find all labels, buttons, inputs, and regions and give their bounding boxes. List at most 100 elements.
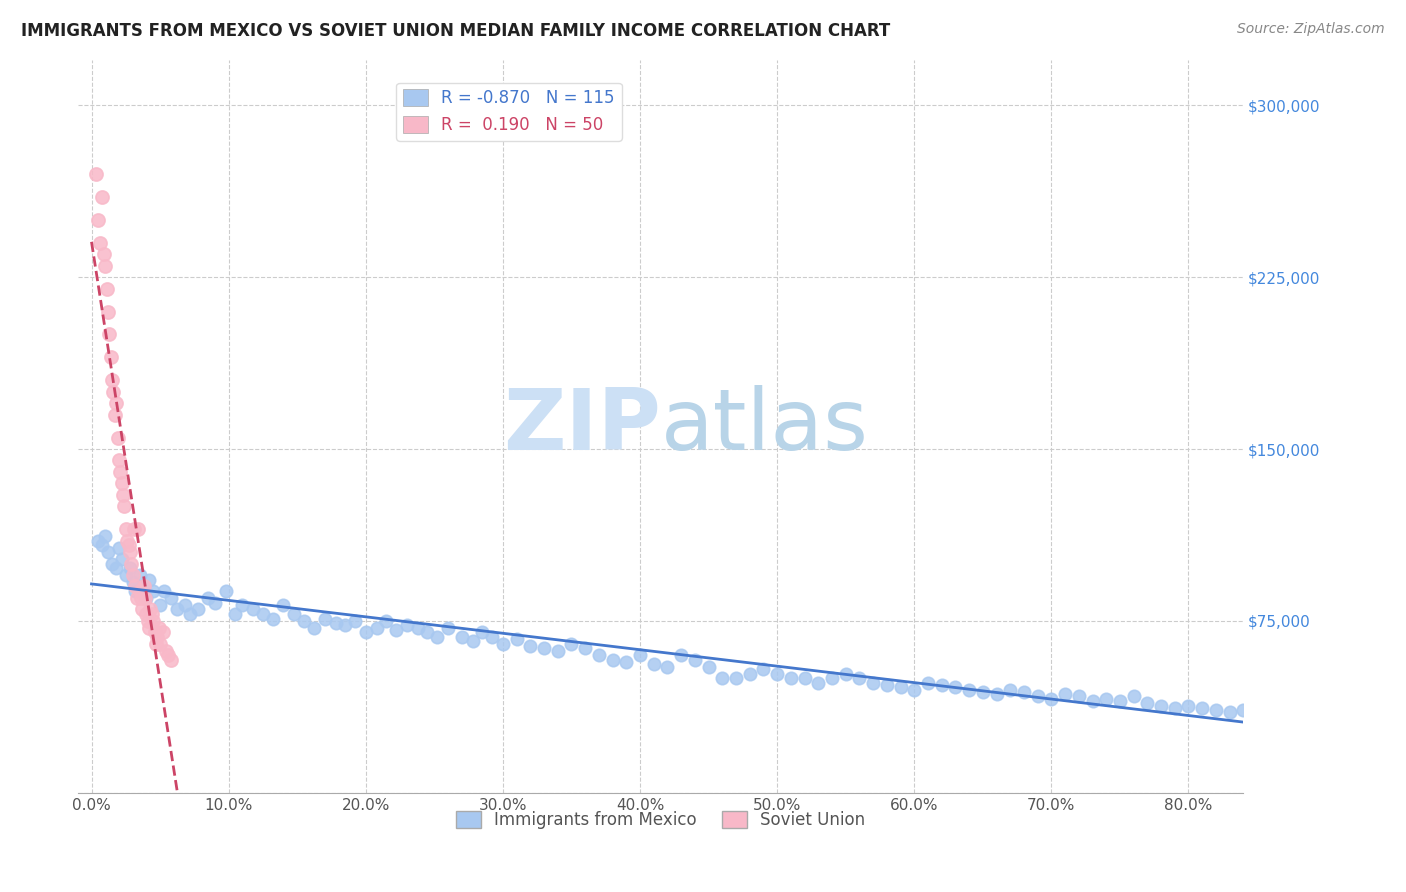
Point xyxy=(481,630,503,644)
Point xyxy=(97,304,120,318)
Point xyxy=(160,591,183,605)
Point xyxy=(752,662,775,676)
Point xyxy=(1329,719,1351,733)
Point xyxy=(104,408,127,422)
Point xyxy=(120,557,142,571)
Point xyxy=(118,561,141,575)
Point xyxy=(128,568,150,582)
Point xyxy=(1177,698,1199,713)
Point xyxy=(461,634,484,648)
Point xyxy=(602,653,624,667)
Point xyxy=(139,602,162,616)
Point xyxy=(354,625,377,640)
Point xyxy=(118,545,141,559)
Point xyxy=(986,687,1008,701)
Point xyxy=(96,282,118,296)
Point xyxy=(84,167,107,181)
Point xyxy=(121,574,143,589)
Point xyxy=(533,641,555,656)
Point xyxy=(945,680,967,694)
Point xyxy=(821,671,844,685)
Point xyxy=(134,591,156,605)
Point xyxy=(135,607,157,621)
Text: atlas: atlas xyxy=(661,384,869,467)
Point xyxy=(141,607,163,621)
Point xyxy=(505,632,527,647)
Point xyxy=(94,259,117,273)
Point xyxy=(426,630,449,644)
Point xyxy=(112,500,135,514)
Point xyxy=(160,653,183,667)
Point xyxy=(766,666,789,681)
Point xyxy=(145,637,167,651)
Point xyxy=(127,522,149,536)
Point xyxy=(406,621,429,635)
Point xyxy=(1150,698,1173,713)
Point xyxy=(114,522,136,536)
Point xyxy=(273,598,295,612)
Point xyxy=(1219,706,1241,720)
Point xyxy=(128,584,150,599)
Point xyxy=(375,614,398,628)
Point xyxy=(574,641,596,656)
Text: IMMIGRANTS FROM MEXICO VS SOVIET UNION MEDIAN FAMILY INCOME CORRELATION CHART: IMMIGRANTS FROM MEXICO VS SOVIET UNION M… xyxy=(21,22,890,40)
Point xyxy=(793,671,815,685)
Text: Source: ZipAtlas.com: Source: ZipAtlas.com xyxy=(1237,22,1385,37)
Point xyxy=(129,591,152,605)
Point xyxy=(643,657,665,672)
Point xyxy=(931,678,953,692)
Point xyxy=(834,666,856,681)
Point xyxy=(957,682,980,697)
Point xyxy=(136,614,159,628)
Point xyxy=(105,561,128,575)
Point xyxy=(153,584,176,599)
Point xyxy=(148,621,170,635)
Point xyxy=(903,682,925,697)
Point xyxy=(1081,694,1104,708)
Point xyxy=(125,591,148,605)
Point xyxy=(173,598,195,612)
Point xyxy=(179,607,201,621)
Point xyxy=(252,607,274,621)
Point xyxy=(101,373,124,387)
Point xyxy=(112,488,135,502)
Point xyxy=(1246,706,1268,720)
Point xyxy=(889,680,911,694)
Point xyxy=(343,614,366,628)
Point xyxy=(385,623,408,637)
Point xyxy=(197,591,219,605)
Point xyxy=(138,573,160,587)
Point xyxy=(437,621,460,635)
Point xyxy=(1315,717,1337,731)
Point xyxy=(972,685,994,699)
Point xyxy=(138,621,160,635)
Point xyxy=(862,675,884,690)
Point xyxy=(547,643,569,657)
Point xyxy=(117,538,139,552)
Point xyxy=(657,659,679,673)
Point xyxy=(94,529,117,543)
Point xyxy=(204,595,226,609)
Point xyxy=(450,630,472,644)
Point xyxy=(87,533,110,548)
Point xyxy=(1000,682,1022,697)
Point xyxy=(224,607,246,621)
Point xyxy=(779,671,801,685)
Point xyxy=(1054,687,1077,701)
Point xyxy=(132,579,155,593)
Point xyxy=(135,591,157,605)
Point xyxy=(325,616,347,631)
Point xyxy=(111,476,134,491)
Point xyxy=(100,351,122,365)
Point xyxy=(142,614,165,628)
Point xyxy=(560,637,582,651)
Point xyxy=(121,568,143,582)
Point xyxy=(97,545,120,559)
Point xyxy=(143,625,166,640)
Point xyxy=(876,678,898,692)
Point xyxy=(917,675,939,690)
Point xyxy=(1286,712,1309,726)
Point xyxy=(91,190,114,204)
Point xyxy=(131,602,153,616)
Point xyxy=(98,327,121,342)
